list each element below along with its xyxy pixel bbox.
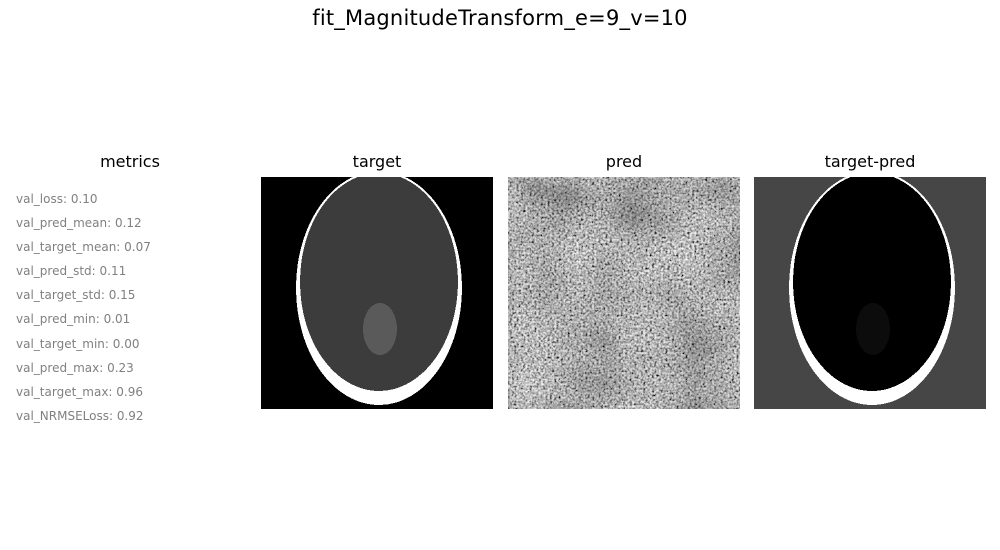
metric-val-pred-min: val_pred_min: 0.01: [16, 312, 131, 327]
diff-head-inner: [793, 177, 951, 391]
metric-val-pred-mean: val_pred_mean: 0.12: [16, 216, 142, 231]
metric-val-target-std: val_target_std: 0.15: [16, 288, 136, 303]
pred-lowfreq: [508, 177, 740, 409]
target-lesion: [363, 303, 397, 355]
diff-panel-title: target-pred: [824, 152, 916, 171]
metric-val-target-max: val_target_max: 0.96: [16, 384, 143, 399]
metric-val-nrmse-loss: val_NRMSELoss: 0.92: [16, 408, 144, 423]
target-head-inner: [300, 177, 458, 391]
target-image: [261, 177, 493, 409]
metric-val-target-mean: val_target_mean: 0.07: [16, 240, 151, 255]
diff-lesion: [856, 303, 890, 355]
metric-val-pred-max: val_pred_max: 0.23: [16, 360, 134, 375]
diff-image: [754, 177, 986, 409]
metric-val-loss: val_loss: 0.10: [16, 192, 98, 206]
metric-val-pred-std: val_pred_std: 0.11: [16, 264, 127, 279]
target-panel-title: target: [352, 152, 402, 171]
metrics-list: val_loss: 0.10 val_pred_mean: 0.12 val_t…: [16, 191, 151, 432]
metrics-panel-title: metrics: [100, 152, 160, 171]
figure-title: fit_MagnitudeTransform_e=9_v=10: [312, 6, 688, 30]
pred-panel-title: pred: [605, 152, 643, 171]
pred-image: [508, 177, 740, 409]
metric-val-target-min: val_target_min: 0.00: [16, 336, 140, 351]
